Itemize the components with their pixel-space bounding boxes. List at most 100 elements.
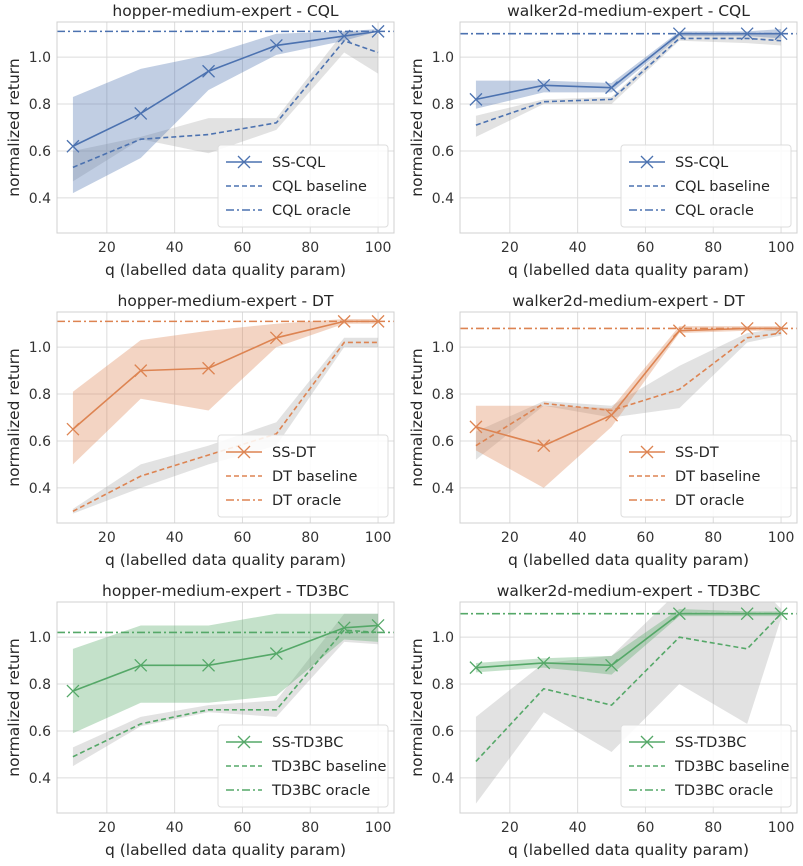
legend-label: CQL baseline bbox=[272, 179, 367, 195]
ss-marker bbox=[672, 324, 686, 338]
x-tick-label: 100 bbox=[768, 240, 795, 256]
subplot: 20 40 60 80 100 0.4 0.6 0.8 1.0 walker2d-medium-e… bbox=[408, 292, 798, 569]
y-tick-label: 0.4 bbox=[29, 771, 51, 787]
ss-marker bbox=[66, 422, 80, 436]
x-tick-label: 100 bbox=[768, 820, 795, 836]
y-tick-label: 0.6 bbox=[432, 724, 454, 740]
ss-marker bbox=[269, 331, 283, 345]
legend-label: CQL baseline bbox=[675, 179, 770, 195]
legend: SS-CQL CQL baseline CQL oracle bbox=[620, 144, 792, 228]
legend-label: TD3BC oracle bbox=[674, 783, 773, 799]
y-tick-label: 1.0 bbox=[29, 340, 51, 356]
ss-marker bbox=[66, 139, 80, 153]
baseline-band bbox=[72, 613, 379, 767]
legend-box bbox=[620, 144, 792, 228]
ss-marker bbox=[774, 27, 788, 41]
x-axis-label: q (labelled data quality param) bbox=[508, 841, 749, 859]
legend-box bbox=[217, 434, 389, 518]
axes-frame bbox=[459, 21, 798, 234]
ss-marker bbox=[469, 420, 483, 434]
legend-label: DT baseline bbox=[675, 469, 760, 485]
ss-line bbox=[475, 612, 782, 669]
ss-band bbox=[475, 326, 782, 488]
ss-marker bbox=[269, 647, 283, 661]
legend-marker bbox=[237, 735, 251, 749]
legend-label: SS-DT bbox=[272, 445, 316, 461]
axes-frame bbox=[56, 311, 395, 524]
baseline-line bbox=[475, 613, 782, 762]
x-tick-label: 80 bbox=[301, 240, 319, 256]
x-tick-label: 40 bbox=[569, 240, 587, 256]
y-tick-label: 0.8 bbox=[29, 387, 51, 403]
y-axis-label: normalized return bbox=[5, 348, 23, 486]
baseline-band bbox=[475, 328, 782, 460]
ss-marker bbox=[469, 661, 483, 675]
ss-marker bbox=[134, 106, 148, 120]
ss-marker bbox=[605, 81, 619, 95]
ss-marker bbox=[469, 92, 483, 106]
baseline-band bbox=[475, 602, 782, 804]
legend: SS-DT DT baseline DT oracle bbox=[620, 434, 792, 518]
x-axis-label: q (labelled data quality param) bbox=[105, 841, 346, 859]
x-tick-label: 40 bbox=[166, 530, 184, 546]
x-axis-label: q (labelled data quality param) bbox=[508, 551, 749, 569]
ss-marker bbox=[269, 38, 283, 52]
legend-label: CQL oracle bbox=[675, 203, 754, 219]
ss-band bbox=[475, 609, 782, 675]
x-tick-label: 80 bbox=[704, 820, 722, 836]
x-tick-label: 40 bbox=[166, 240, 184, 256]
legend: SS-TD3BC TD3BC baseline TD3BC oracle bbox=[620, 724, 792, 808]
ss-marker bbox=[774, 607, 788, 621]
ss-marker bbox=[774, 321, 788, 335]
baseline-band bbox=[475, 33, 782, 137]
x-axis-label: q (labelled data quality param) bbox=[105, 551, 346, 569]
legend-marker bbox=[237, 445, 251, 459]
baseline-band bbox=[72, 31, 379, 182]
plot-area bbox=[460, 602, 797, 804]
y-tick-label: 0.8 bbox=[29, 97, 51, 113]
plot-area bbox=[57, 29, 394, 194]
legend-label: DT oracle bbox=[675, 493, 744, 509]
axes-frame bbox=[56, 21, 395, 234]
ss-marker bbox=[605, 408, 619, 422]
x-tick-label: 100 bbox=[365, 820, 392, 836]
x-tick-label: 40 bbox=[569, 820, 587, 836]
subplot-title: hopper-medium-expert - CQL bbox=[112, 2, 339, 20]
ss-marker bbox=[202, 658, 216, 672]
subplot: 20 40 60 80 100 0.4 0.6 0.8 1.0 hopper-medium-exp… bbox=[5, 292, 395, 569]
legend: SS-TD3BC TD3BC baseline TD3BC oracle bbox=[217, 724, 389, 808]
x-tick-label: 20 bbox=[501, 820, 519, 836]
y-tick-label: 0.6 bbox=[432, 144, 454, 160]
x-tick-label: 100 bbox=[365, 240, 392, 256]
ss-marker bbox=[672, 607, 686, 621]
legend-box bbox=[620, 434, 792, 518]
legend-box bbox=[217, 724, 389, 808]
legend-marker bbox=[237, 155, 251, 169]
x-tick-label: 60 bbox=[234, 820, 252, 836]
legend: SS-DT DT baseline DT oracle bbox=[217, 434, 389, 518]
x-tick-label: 20 bbox=[98, 240, 116, 256]
subplot: 20 40 60 80 100 0.4 0.6 0.8 1.0 hopper-medium-exp… bbox=[5, 2, 395, 279]
plot-area bbox=[57, 613, 394, 767]
legend-marker bbox=[640, 735, 654, 749]
y-tick-label: 1.0 bbox=[432, 50, 454, 66]
ss-marker bbox=[337, 621, 351, 635]
ss-marker bbox=[202, 64, 216, 78]
legend-label: DT baseline bbox=[272, 469, 357, 485]
legend-label: DT oracle bbox=[272, 493, 341, 509]
y-tick-label: 0.4 bbox=[29, 191, 51, 207]
y-tick-label: 0.8 bbox=[432, 677, 454, 693]
y-tick-label: 0.6 bbox=[29, 724, 51, 740]
ss-marker bbox=[672, 27, 686, 41]
legend-label: SS-CQL bbox=[272, 155, 325, 171]
ss-band bbox=[475, 29, 782, 109]
ss-line bbox=[72, 30, 379, 147]
x-axis-label: q (labelled data quality param) bbox=[105, 261, 346, 279]
baseline-line bbox=[72, 629, 379, 758]
x-tick-label: 60 bbox=[637, 820, 655, 836]
legend-box bbox=[620, 724, 792, 808]
subplot: 20 40 60 80 100 0.4 0.6 0.8 1.0 walker2d-medium-e… bbox=[408, 582, 798, 859]
ss-marker bbox=[134, 364, 148, 378]
ss-marker bbox=[537, 78, 551, 92]
legend: SS-CQL CQL baseline CQL oracle bbox=[217, 144, 389, 228]
